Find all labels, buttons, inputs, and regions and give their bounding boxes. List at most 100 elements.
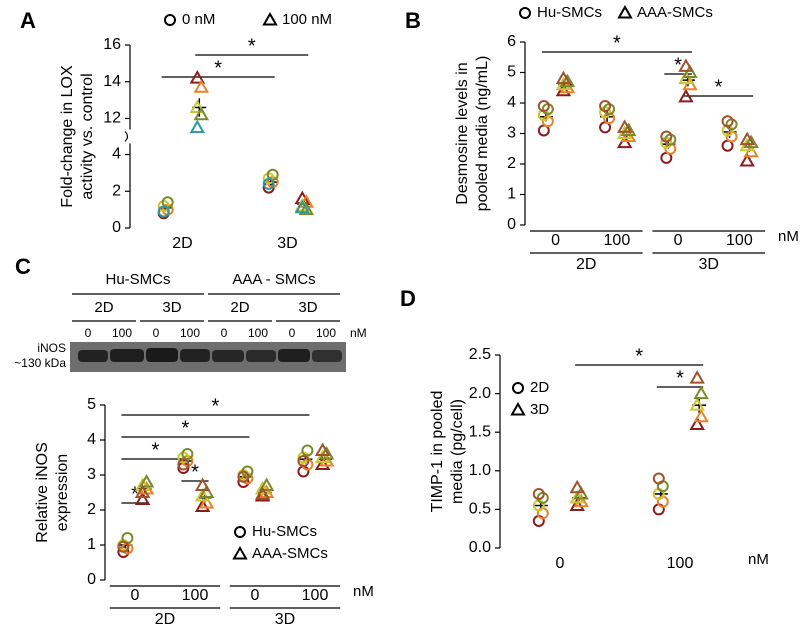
data-point — [138, 473, 155, 488]
data-point — [198, 494, 215, 509]
legend-label: AAA-SMCs — [252, 545, 328, 562]
data-point — [189, 119, 206, 134]
legend-label: 0 nM — [182, 11, 215, 28]
legend-marker — [617, 4, 633, 19]
data-point — [693, 385, 709, 400]
category-group-label: 3D — [699, 256, 719, 273]
y-tick-label: 1.5 — [469, 423, 491, 440]
blot-dose: 0 — [153, 326, 160, 340]
y-axis-title-line: expression — [54, 454, 71, 531]
data-point — [181, 448, 194, 460]
data-point — [318, 445, 335, 460]
data-point — [537, 100, 550, 113]
data-point — [569, 489, 585, 504]
y-tick-label: 1 — [87, 536, 96, 553]
legend-label: Hu-SMCs — [537, 4, 602, 21]
y-tick-label: 1 — [507, 186, 516, 203]
data-point — [689, 397, 705, 411]
significance-label: * — [191, 461, 199, 483]
data-point — [254, 486, 271, 500]
y-axis-title-line: pooled media (ng/mL) — [474, 56, 491, 212]
data-point — [314, 456, 331, 470]
x-tick-label: 2D — [172, 235, 192, 252]
data-point — [301, 444, 314, 457]
panel: A 0 2 4 12 14 16 Fold-change in LOX activity vs.… — [20, 8, 332, 252]
y-tick-label: 5 — [507, 64, 516, 81]
x-tick-label: 100 — [302, 587, 329, 604]
legend-marker — [512, 382, 524, 394]
x-tick-label: 100 — [182, 587, 209, 604]
data-point — [298, 201, 315, 216]
panel-letter: C — [15, 254, 31, 279]
significance-label: * — [182, 417, 190, 439]
data-point — [689, 370, 705, 384]
data-point — [294, 199, 311, 214]
significance-label: * — [674, 54, 682, 76]
panel: C 0 1 2 3 4 5 Relative iNOS expression 0 100 0 100 nM… — [14, 254, 374, 625]
data-point — [693, 408, 709, 423]
x-tick-label: 100 — [667, 555, 694, 572]
y-tick-label: 2.0 — [469, 385, 491, 402]
data-point — [739, 131, 755, 146]
data-point — [678, 88, 694, 103]
significance-label: * — [715, 76, 723, 98]
legend-label: 2D — [530, 379, 549, 396]
data-point — [739, 152, 755, 167]
data-point — [555, 70, 572, 85]
data-point — [134, 477, 151, 491]
blot-dose: 0 — [221, 326, 228, 340]
data-point — [678, 58, 694, 72]
significance-label: * — [212, 395, 220, 417]
significance-label: * — [131, 483, 139, 505]
x-unit-label: nM — [748, 551, 769, 568]
blot-condition: 3D — [162, 299, 181, 316]
y-tick-label: 4 — [507, 94, 516, 111]
x-tick-label: 100 — [604, 232, 631, 249]
category-group-label: 2D — [155, 611, 175, 625]
panel-letter: A — [20, 8, 36, 33]
y-axis-title-line: Fold-change in LOX — [59, 65, 76, 208]
y-tick-label: 2 — [112, 182, 121, 199]
legend-marker — [232, 545, 248, 560]
data-point — [258, 477, 275, 491]
data-point — [689, 416, 705, 430]
blot-condition: 2D — [230, 299, 249, 316]
blot-cell-type: AAA - SMCs — [232, 271, 315, 288]
data-point — [189, 99, 206, 113]
data-point — [134, 484, 151, 498]
data-point — [117, 540, 130, 553]
data-point — [134, 491, 151, 505]
legend-marker — [262, 11, 278, 26]
blot-unit: nM — [350, 326, 367, 340]
data-point — [314, 442, 331, 456]
blot-band — [110, 349, 144, 362]
x-tick-label: 3D — [277, 235, 297, 252]
data-point — [616, 119, 633, 133]
y-tick-label: 14 — [103, 73, 121, 90]
legend-marker — [234, 526, 246, 538]
data-point — [532, 487, 545, 500]
legend-label: 3D — [530, 401, 549, 418]
y-tick-label: 16 — [103, 36, 121, 53]
data-point — [721, 115, 734, 128]
blot-dose: 0 — [289, 326, 296, 340]
blot-condition: 3D — [298, 299, 317, 316]
data-point — [157, 205, 170, 218]
significance-label: * — [214, 57, 222, 79]
legend-marker — [510, 401, 526, 416]
y-tick-label: 2 — [87, 501, 96, 518]
data-point — [189, 70, 206, 84]
data-point — [620, 122, 637, 136]
data-point — [193, 106, 210, 121]
y-tick-label: 0.0 — [469, 539, 491, 556]
y-tick-label: 3 — [87, 466, 96, 483]
data-point — [743, 134, 759, 149]
y-tick-label: 5 — [87, 396, 96, 413]
legend-label: 100 nM — [282, 11, 332, 28]
blot-band — [146, 348, 178, 362]
data-point — [318, 452, 335, 467]
panel-letter: B — [405, 8, 421, 33]
blot-band — [180, 349, 210, 362]
y-tick-label: 0 — [507, 216, 516, 233]
